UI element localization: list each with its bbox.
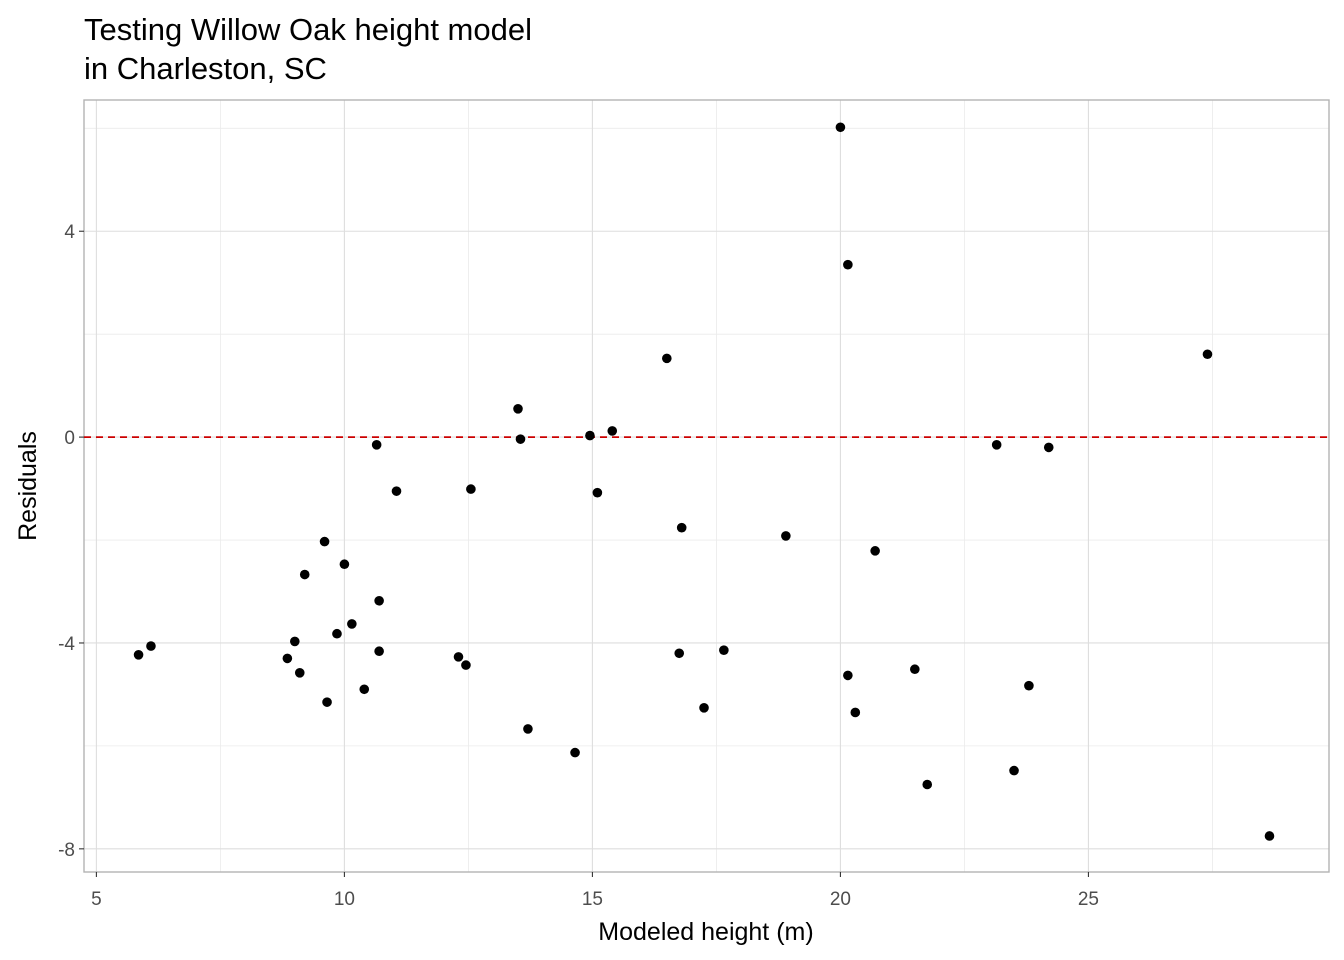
data-point: [513, 404, 523, 414]
data-point: [347, 619, 357, 629]
data-point: [870, 546, 880, 556]
y-tick-label: -8: [58, 840, 75, 861]
data-point: [515, 434, 526, 444]
y-tick-label: -4: [58, 634, 75, 655]
data-point: [374, 646, 384, 657]
data-point: [835, 122, 846, 133]
data-point: [133, 650, 144, 660]
data-point: [781, 531, 791, 541]
data-point: [1009, 765, 1019, 776]
data-point: [585, 430, 595, 441]
x-tick-label: 10: [334, 889, 355, 910]
data-point: [607, 426, 618, 436]
data-point: [570, 747, 580, 758]
data-point: [1202, 349, 1213, 360]
plot-grid: [84, 100, 1329, 872]
data-point: [374, 595, 384, 606]
x-tick-label: 5: [91, 889, 102, 910]
x-tick-label: 20: [830, 889, 851, 910]
data-point: [922, 779, 933, 790]
data-point: [319, 536, 330, 547]
chart-title-line-1: Testing Willow Oak height model: [84, 12, 532, 47]
data-point: [322, 697, 332, 707]
data-point: [1264, 831, 1275, 841]
data-point: [290, 636, 300, 647]
y-axis-ticks: -8 -4 0 4: [58, 222, 84, 861]
data-point: [299, 569, 310, 580]
data-point: [850, 707, 861, 718]
data-point: [466, 484, 476, 494]
x-axis-title: Modeled height (m): [598, 918, 813, 946]
data-point: [676, 522, 687, 533]
data-point: [1043, 442, 1054, 453]
plot-panel: [83, 99, 1330, 873]
x-tick-label: 25: [1078, 889, 1099, 910]
data-point: [843, 259, 853, 270]
data-point: [674, 648, 685, 659]
x-axis-ticks: 5 10 15 20 25: [91, 872, 1099, 910]
data-points: [133, 122, 1275, 841]
data-point: [592, 487, 603, 498]
data-point: [991, 440, 1002, 450]
data-point: [391, 486, 402, 496]
chart-title-line-2: in Charleston, SC: [84, 51, 327, 86]
y-tick-label: 0: [64, 428, 75, 449]
data-point: [453, 652, 464, 662]
data-point: [523, 724, 533, 734]
data-point: [662, 353, 672, 364]
data-point: [294, 668, 305, 678]
data-point: [910, 664, 920, 675]
data-point: [359, 684, 370, 695]
data-point: [332, 628, 342, 639]
data-point: [461, 660, 471, 670]
y-tick-label: 4: [64, 222, 75, 243]
x-tick-label: 15: [582, 889, 603, 910]
data-point: [371, 440, 382, 450]
data-point: [1024, 680, 1034, 691]
data-point: [843, 670, 853, 681]
data-point: [146, 641, 156, 651]
data-point: [719, 645, 729, 655]
data-point: [339, 559, 350, 570]
y-axis-title: Residuals: [14, 431, 42, 541]
data-point: [282, 653, 293, 664]
data-point: [699, 703, 709, 713]
